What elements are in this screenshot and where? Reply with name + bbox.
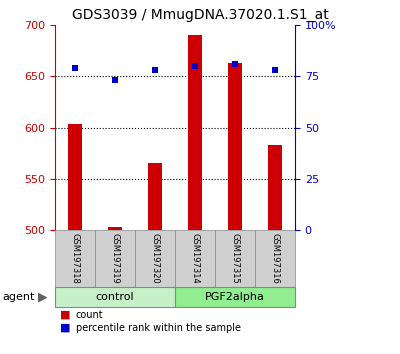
Bar xyxy=(68,124,82,230)
Point xyxy=(192,63,198,69)
Bar xyxy=(135,230,175,287)
Text: percentile rank within the sample: percentile rank within the sample xyxy=(76,323,241,333)
Point xyxy=(72,65,78,71)
Text: GDS3039 / MmugDNA.37020.1.S1_at: GDS3039 / MmugDNA.37020.1.S1_at xyxy=(72,8,328,22)
Text: GSM197318: GSM197318 xyxy=(70,233,80,284)
Text: agent: agent xyxy=(2,292,34,302)
Point xyxy=(232,61,238,67)
Text: ■: ■ xyxy=(60,310,70,320)
Bar xyxy=(188,35,202,230)
Bar xyxy=(215,230,255,287)
Bar xyxy=(55,287,175,307)
Bar xyxy=(108,227,122,230)
Text: count: count xyxy=(76,310,104,320)
Text: PGF2alpha: PGF2alpha xyxy=(205,292,265,302)
Point xyxy=(112,78,118,83)
Text: GSM197315: GSM197315 xyxy=(230,233,240,284)
Text: GSM197319: GSM197319 xyxy=(110,233,120,284)
Text: ▶: ▶ xyxy=(38,291,48,303)
Bar xyxy=(95,230,135,287)
Text: GSM197320: GSM197320 xyxy=(150,233,160,284)
Bar xyxy=(255,230,295,287)
Point xyxy=(272,67,278,73)
Bar xyxy=(268,145,282,230)
Point xyxy=(152,67,158,73)
Text: GSM197316: GSM197316 xyxy=(270,233,280,284)
Bar xyxy=(175,287,295,307)
Text: ■: ■ xyxy=(60,323,70,333)
Bar xyxy=(55,230,95,287)
Bar xyxy=(148,164,162,230)
Bar xyxy=(228,63,242,230)
Text: control: control xyxy=(96,292,134,302)
Bar xyxy=(175,230,215,287)
Text: GSM197314: GSM197314 xyxy=(190,233,200,284)
